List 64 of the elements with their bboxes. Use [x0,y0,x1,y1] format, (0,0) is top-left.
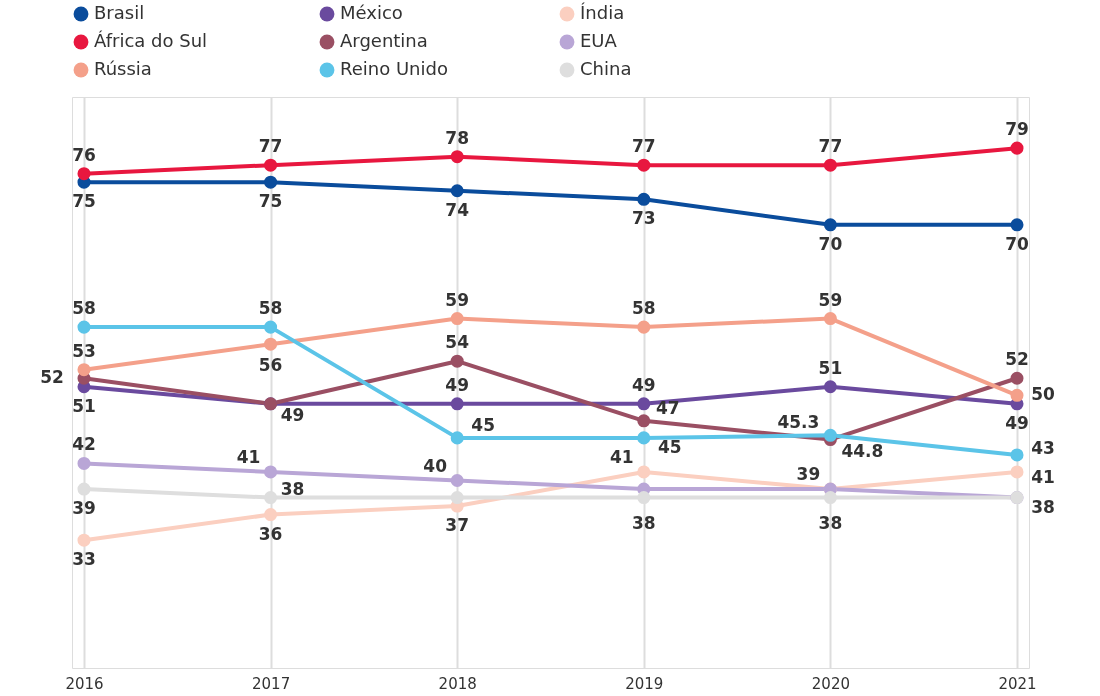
data-label: 51 [72,395,96,416]
data-label: 58 [258,298,283,319]
x-tick-label: 2017 [252,674,291,693]
data-label: 43 [1031,437,1055,458]
data-label: 56 [258,355,283,376]
data-label: 51 [818,357,843,378]
data-label: 76 [72,144,96,165]
data-label: 79 [1005,119,1029,140]
data-label: 38 [280,478,305,499]
data-label: 49 [1005,412,1029,433]
data-label: 75 [72,191,96,212]
data-label: 49 [280,404,305,425]
data-label: 38 [631,512,656,533]
legend-label: EUA [580,30,618,51]
x-tick-label: 2018 [438,674,477,693]
data-label: 77 [631,136,656,157]
data-label: 52 [40,367,64,388]
data-label: 78 [445,127,470,148]
data-label: 58 [631,298,656,319]
legend-label: Índia [580,2,625,23]
x-tick-label: 2019 [625,674,664,693]
data-label: 74 [445,199,470,220]
data-label: 77 [258,136,283,157]
data-label: 58 [72,298,96,319]
legend-label: África do Sul [94,30,208,51]
data-label: 54 [445,332,470,353]
data-label: 59 [445,289,470,310]
data-label: 38 [818,512,843,533]
x-tick-label: 2021 [998,674,1037,693]
data-label: 33 [72,549,96,570]
data-label: 38 [1031,496,1055,517]
data-label: 41 [609,446,634,467]
data-label: 44.8 [841,440,884,461]
data-label: 41 [1031,466,1055,487]
data-label: 40 [423,455,448,476]
data-label: 49 [445,374,470,395]
data-label: 73 [631,208,656,229]
legend-label: México [340,2,403,23]
data-label: 39 [72,498,96,519]
legend-label: Reino Unido [340,58,448,79]
data-label: 37 [445,515,470,536]
data-label: 70 [1005,233,1029,254]
legend-label: Rússia [94,58,152,79]
data-label: 42 [72,434,96,455]
data-label: 41 [236,446,261,467]
data-label: 50 [1031,384,1055,405]
data-label: 49 [631,374,656,395]
data-label: 45 [657,436,682,457]
data-label: 45.3 [777,412,820,433]
data-label: 77 [818,136,843,157]
data-label: 70 [818,233,843,254]
data-label: 47 [655,397,680,418]
legend-label: China [580,58,632,79]
data-label: 36 [258,523,283,544]
x-tick-label: 2020 [811,674,850,693]
data-label: 52 [1005,349,1029,370]
x-tick-label: 2016 [65,674,104,693]
data-label: 45 [471,414,496,435]
data-label: 53 [72,340,96,361]
data-label: 39 [796,464,821,485]
legend-label: Brasil [94,2,145,23]
data-label: 75 [258,191,283,212]
data-label: 59 [818,289,843,310]
legend-label: Argentina [340,30,428,51]
